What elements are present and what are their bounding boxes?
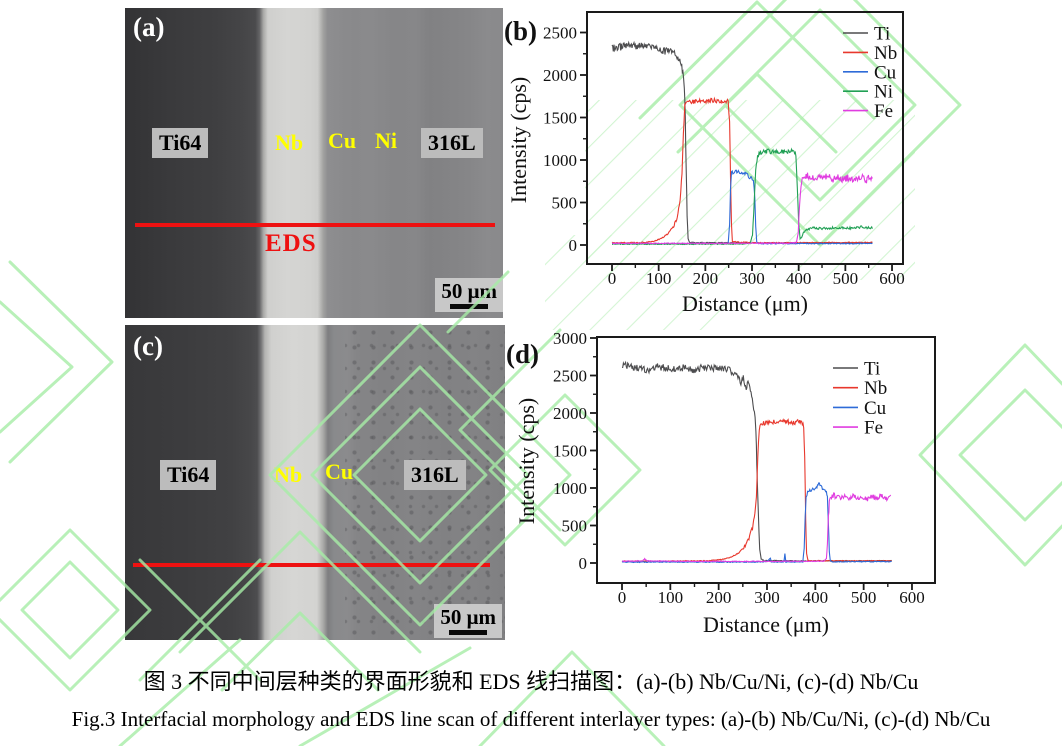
- y-tick-label: 2500: [543, 24, 577, 43]
- series-Nb: [611, 96, 873, 244]
- series-Ti: [611, 40, 873, 245]
- series-Ti: [621, 360, 893, 562]
- region-label-316l-a: 316L: [421, 128, 483, 158]
- x-tick-label: 300: [739, 269, 765, 288]
- eds-chart-d: 0 100 200 300 400 500 600 0 500 1000 1500 2000 2500 3…: [506, 329, 936, 637]
- y-tick-label: 1500: [553, 442, 587, 461]
- x-tick-label: 600: [899, 588, 925, 607]
- scale-bar-label-a: 50 μm: [441, 279, 497, 303]
- x-tick-label: 400: [786, 269, 812, 288]
- legend-label-Cu: Cu: [864, 398, 887, 419]
- x-tick-label: 200: [693, 269, 719, 288]
- region-label-cu-c: Cu: [325, 459, 354, 484]
- x-tick-label: 0: [618, 588, 627, 607]
- y-tick-label: 1000: [543, 151, 577, 170]
- eds-scan-line-a: [135, 223, 495, 227]
- chart-panel-tag: (b): [504, 16, 537, 46]
- y-tick-label: 2000: [553, 404, 587, 423]
- y-axis-title: Intensity (cps): [514, 398, 539, 524]
- y-tick-label: 1500: [543, 109, 577, 128]
- y-tick-label: 0: [569, 236, 578, 255]
- chart-panel-tag: (d): [506, 339, 539, 369]
- x-tick-label: 100: [646, 269, 672, 288]
- x-axis-title: Distance (μm): [682, 291, 808, 316]
- legend-label-Fe: Fe: [864, 418, 883, 439]
- region-label-nb-c: Nb: [274, 462, 303, 487]
- x-axis-title: Distance (μm): [703, 612, 829, 637]
- series-Ni: [612, 147, 873, 246]
- y-tick-label: 2000: [543, 66, 577, 85]
- region-label-ti64-a: Ti64: [152, 128, 209, 158]
- x-tick-label: 0: [608, 269, 617, 288]
- scale-bar-a: 50 μm: [435, 278, 503, 312]
- caption-chinese: 图 3 不同中间层种类的界面形貌和 EDS 线扫描图：(a)-(b) Nb/Cu…: [143, 669, 919, 694]
- caption-english: Fig.3 Interfacial morphology and EDS lin…: [71, 707, 991, 731]
- region-label-cu-a: Cu: [328, 128, 357, 153]
- scale-bar-c: 50 μm: [434, 604, 502, 638]
- panel-tag-c: (c): [133, 331, 163, 361]
- scale-bar-rule-a: [450, 304, 489, 309]
- scale-bar-rule-c: [449, 630, 488, 635]
- legend-label-Nb: Nb: [864, 378, 887, 399]
- scale-bar-label-c: 50 μm: [440, 605, 496, 629]
- x-tick-label: 200: [706, 588, 732, 607]
- x-tick-label: 100: [658, 588, 684, 607]
- x-tick-label: 500: [833, 269, 859, 288]
- legend-label-Ti: Ti: [874, 24, 890, 45]
- eds-label-a: EDS: [265, 230, 317, 257]
- sem-micrograph-a: (a) Ti64 Nb Cu Ni 316L EDS 50 μm: [125, 8, 503, 318]
- y-tick-label: 0: [579, 554, 588, 573]
- y-axis-title: Intensity (cps): [506, 77, 531, 203]
- legend-label-Ti: Ti: [864, 359, 880, 380]
- series-Nb: [621, 418, 893, 563]
- x-tick-label: 300: [754, 588, 780, 607]
- y-tick-label: 500: [562, 517, 588, 536]
- axis-frame: [586, 11, 904, 265]
- legend-label-Cu: Cu: [874, 62, 897, 83]
- y-tick-label: 1000: [553, 479, 587, 498]
- panel-tag-a: (a): [133, 12, 165, 42]
- region-label-316l-c: 316L: [404, 460, 466, 490]
- sem-micrograph-c: (c) Ti64 Nb Cu 316L 50 μm: [125, 325, 505, 640]
- axis-frame: [596, 336, 936, 584]
- legend-label-Nb: Nb: [874, 43, 897, 64]
- region-label-ti64-c: Ti64: [160, 460, 217, 490]
- eds-chart-b: 0 100 200 300 400 500 600 0 500 1000 1500 2000 2500 D…: [504, 11, 905, 316]
- series-Fe: [612, 172, 873, 245]
- y-tick-label: 2500: [553, 367, 587, 386]
- series-Fe: [621, 492, 892, 563]
- x-tick-label: 400: [803, 588, 829, 607]
- region-label-nb-a: Nb: [275, 130, 304, 155]
- x-tick-label: 500: [851, 588, 877, 607]
- x-tick-label: 600: [879, 269, 905, 288]
- eds-scan-line-c: [133, 563, 490, 567]
- legend-label-Fe: Fe: [874, 101, 893, 122]
- legend-label-Ni: Ni: [874, 82, 893, 103]
- y-tick-label: 500: [552, 194, 578, 213]
- region-label-ni-a: Ni: [375, 128, 397, 153]
- y-tick-label: 3000: [553, 329, 587, 348]
